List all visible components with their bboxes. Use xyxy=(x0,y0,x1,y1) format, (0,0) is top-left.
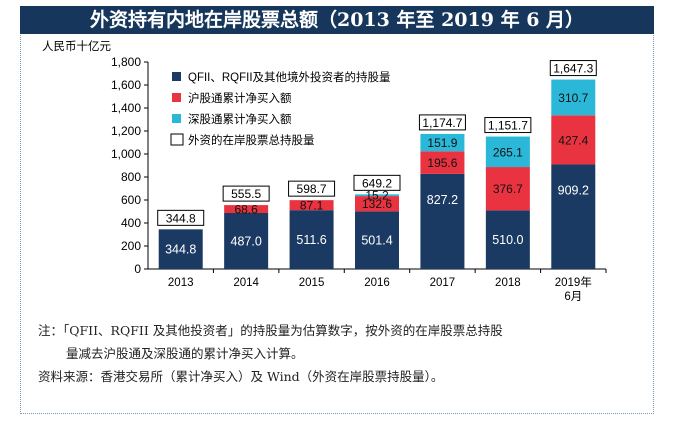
data-label: 344.8 xyxy=(165,243,196,257)
total-label: 598.7 xyxy=(297,182,327,196)
total-label: 1,151.7 xyxy=(488,119,528,133)
bar-segment xyxy=(420,151,465,174)
y-axis-label: 人民币十亿元 xyxy=(42,39,111,53)
legend-label: 沪股通累计净买入额 xyxy=(188,91,292,105)
data-label: 68.6 xyxy=(234,203,258,217)
bar-segment xyxy=(551,79,596,116)
total-label: 649.2 xyxy=(362,176,392,190)
y-tick-label: 1,200 xyxy=(111,124,141,138)
legend-label: 深股通累计净买入额 xyxy=(188,112,292,126)
y-tick-label: 1,600 xyxy=(111,78,141,92)
data-label: 501.4 xyxy=(361,234,392,248)
legend-label: QFII、RQFII及其他境外投资者的持股量 xyxy=(188,70,391,84)
bar-segment xyxy=(224,212,269,269)
total-box xyxy=(484,117,532,134)
bar-segment xyxy=(485,167,530,211)
legend-swatch xyxy=(172,93,181,102)
data-label: 87.1 xyxy=(300,199,324,213)
y-tick-label: 1,000 xyxy=(111,147,141,161)
bar-segment xyxy=(551,164,596,269)
note-line-1: 注：「QFII、RQFII 及其他投资者」的持股量为估算数字，按外资的在岸股票总… xyxy=(38,323,503,338)
data-label: 487.0 xyxy=(231,234,262,248)
bar-segment xyxy=(420,133,465,152)
legend-swatch xyxy=(172,72,181,81)
total-label: 344.8 xyxy=(166,211,196,225)
data-label: 151.9 xyxy=(427,136,457,150)
total-box xyxy=(549,60,597,77)
total-box xyxy=(288,180,336,197)
x-tick-label: 6月 xyxy=(564,291,582,303)
data-label: 510.0 xyxy=(492,233,523,247)
data-label: 310.7 xyxy=(558,91,588,105)
total-box xyxy=(157,209,205,226)
source-line: 资料来源：香港交易所（累计净买入）及 Wind（外资在岸股票持股量）。 xyxy=(38,369,444,384)
legend-label: 外资的在岸股票总持股量 xyxy=(188,133,315,147)
bar-segment xyxy=(289,200,334,211)
bar-segment xyxy=(355,196,399,212)
bar-segment xyxy=(224,205,269,213)
y-tick-label: 1,400 xyxy=(111,101,141,115)
bar-segment xyxy=(289,210,334,269)
total-label: 1,647.3 xyxy=(553,62,593,76)
bar-segment xyxy=(485,136,530,168)
legend-swatch xyxy=(172,114,181,123)
bar-segment xyxy=(355,211,399,269)
chart-title: 外资持有内地在岸股票总额（2013 年至 2019 年 6 月） xyxy=(20,6,654,34)
data-label: 195.6 xyxy=(427,156,457,170)
x-tick-label: 2015 xyxy=(299,277,325,289)
total-label: 555.5 xyxy=(231,187,261,201)
data-label: 427.4 xyxy=(558,133,588,147)
legend-swatch xyxy=(170,133,184,146)
y-tick-label: 200 xyxy=(121,239,141,253)
bar-segment xyxy=(551,115,596,165)
data-label: 827.2 xyxy=(427,193,458,207)
data-label: 376.7 xyxy=(493,182,523,196)
note-line-2: 量减去沪股通及深股通的累计净买入计算。 xyxy=(66,346,304,361)
data-label: 909.2 xyxy=(558,183,589,197)
x-tick-label: 2014 xyxy=(233,277,259,289)
x-tick-label: 2018 xyxy=(495,277,521,289)
x-tick-label: 2017 xyxy=(430,277,456,289)
total-label: 1,174.7 xyxy=(422,116,462,130)
x-tick-label: 2013 xyxy=(168,277,194,289)
bar-segment xyxy=(158,229,203,269)
y-tick-label: 1,800 xyxy=(111,55,141,69)
bar-segment xyxy=(420,173,465,269)
y-tick-label: 400 xyxy=(121,216,141,230)
x-tick-label: 2016 xyxy=(364,277,390,289)
y-tick-label: 0 xyxy=(134,262,141,276)
bar-segment xyxy=(485,210,530,269)
total-box xyxy=(222,185,270,202)
x-tick-label: 2019年 xyxy=(555,275,592,289)
data-label: 265.1 xyxy=(493,145,523,159)
y-tick-label: 800 xyxy=(121,170,141,184)
total-box xyxy=(418,114,466,131)
total-box xyxy=(353,174,401,191)
bar-segment xyxy=(355,194,399,197)
data-label: 511.6 xyxy=(296,233,326,247)
y-tick-label: 600 xyxy=(121,193,141,207)
data-label: 132.6 xyxy=(362,197,392,211)
data-label: 15.2 xyxy=(365,189,389,203)
